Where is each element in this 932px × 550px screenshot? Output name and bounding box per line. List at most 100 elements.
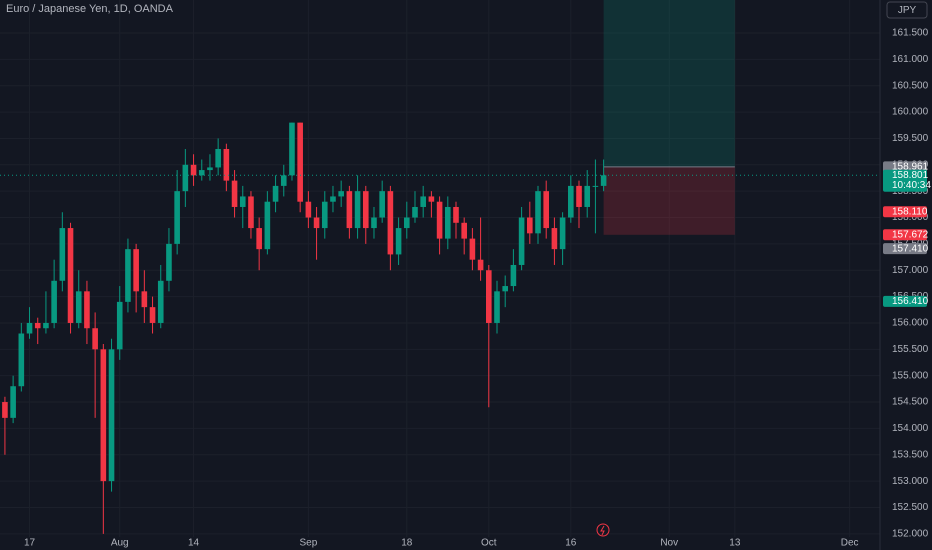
candle-body <box>166 243 172 281</box>
y-tick-label: 156.000 <box>892 318 929 329</box>
candle-body <box>371 217 377 229</box>
candle-body <box>559 217 566 250</box>
candle-body <box>116 301 123 350</box>
price-label-box <box>883 169 927 192</box>
x-tick-label: 13 <box>729 538 741 549</box>
y-tick-label: 160.000 <box>892 107 929 118</box>
candle-body <box>26 322 33 334</box>
position-tool <box>603 0 735 235</box>
candle-body <box>469 238 476 260</box>
chart-title: Euro / Japanese Yen, 1D, OANDA <box>6 3 174 15</box>
x-tick-label: Nov <box>660 538 678 549</box>
currency-label[interactable]: JPY <box>898 5 917 16</box>
candle-body <box>412 206 418 218</box>
candle-body <box>51 280 57 323</box>
candle-body <box>10 386 16 418</box>
x-tick-label: Aug <box>111 538 129 549</box>
axes: 152.000 152.500 153.000 153.500 154.000 154.5… <box>24 28 931 549</box>
candle-body <box>149 307 156 323</box>
event-icon[interactable] <box>596 523 610 537</box>
candle-body <box>518 217 525 265</box>
candle-body <box>289 122 295 176</box>
candle-body <box>346 191 353 229</box>
candle-body <box>362 191 369 229</box>
candle-body <box>305 201 312 218</box>
candle-body <box>527 217 533 234</box>
candle-body <box>543 191 550 229</box>
candle-body <box>568 185 574 218</box>
candle-body <box>43 322 49 329</box>
x-tick-label: 14 <box>188 538 200 549</box>
candle-body <box>18 333 25 387</box>
countdown: 10:40:34 <box>892 180 931 191</box>
y-tick-label: 159.500 <box>892 133 929 144</box>
candle-body <box>34 322 41 329</box>
candle-body <box>239 196 246 207</box>
candle-body <box>108 349 115 482</box>
candle-body <box>403 217 410 229</box>
y-tick-label: 154.500 <box>892 397 929 408</box>
candle-body <box>198 170 205 176</box>
candle-body <box>502 286 508 292</box>
x-tick-label: 17 <box>24 538 36 549</box>
candle-body <box>297 122 303 202</box>
candle-body <box>313 217 320 229</box>
candle-body <box>256 228 262 250</box>
y-tick-label: 161.500 <box>892 28 929 39</box>
candle-body <box>59 228 66 281</box>
y-tick-label: 153.500 <box>892 449 929 460</box>
candle-body <box>485 270 492 323</box>
currency-button[interactable] <box>886 1 928 19</box>
candle-body <box>75 291 82 323</box>
y-tick-label: 152.000 <box>892 528 929 539</box>
candle-body <box>92 328 98 350</box>
candle-body <box>387 191 394 255</box>
candle-body <box>477 259 484 271</box>
candle-body <box>379 191 385 218</box>
candle-body <box>420 196 426 207</box>
candle-body <box>576 185 582 207</box>
candle-body <box>321 201 328 229</box>
price-label-box <box>883 161 927 173</box>
price-label: 156.410 <box>892 296 929 307</box>
y-tick-label: 153.000 <box>892 476 929 487</box>
candle-body <box>444 206 451 239</box>
y-tick-label: 158.000 <box>892 212 929 223</box>
candle-body <box>428 196 435 202</box>
price-label: 157.410 <box>892 243 929 254</box>
y-tick-label: 161.000 <box>892 54 929 65</box>
candle-body <box>272 185 279 202</box>
y-tick-label: 160.500 <box>892 80 929 91</box>
candle-body <box>157 280 164 323</box>
price-label-box <box>883 243 927 255</box>
candle-body <box>592 185 599 187</box>
candle-body <box>330 196 336 202</box>
event-icon-bolt <box>600 525 605 536</box>
candle-body <box>215 148 221 168</box>
candle-body <box>584 185 591 207</box>
candle-body <box>535 191 541 234</box>
candle-body <box>182 164 189 192</box>
candle-body <box>600 175 607 186</box>
candle-body <box>354 191 361 229</box>
candle-body <box>2 402 8 418</box>
y-tick-label: 152.500 <box>892 502 929 513</box>
candle-body <box>133 249 139 292</box>
candle-body <box>141 291 148 308</box>
x-tick-label: Sep <box>299 538 317 549</box>
price-label: 157.672 <box>892 229 929 240</box>
candle-body <box>125 249 131 302</box>
candle-body <box>190 164 197 176</box>
candle-body <box>395 228 402 255</box>
candle-body <box>551 228 558 250</box>
y-tick-label: 155.500 <box>892 344 929 355</box>
candle-body <box>461 222 467 239</box>
price-label: 158.961 <box>892 161 929 172</box>
x-tick-label: Oct <box>481 538 497 549</box>
candle-body <box>67 228 74 323</box>
candle-body <box>84 291 90 329</box>
candle-body <box>174 191 180 244</box>
x-tick-label: 18 <box>401 538 413 549</box>
